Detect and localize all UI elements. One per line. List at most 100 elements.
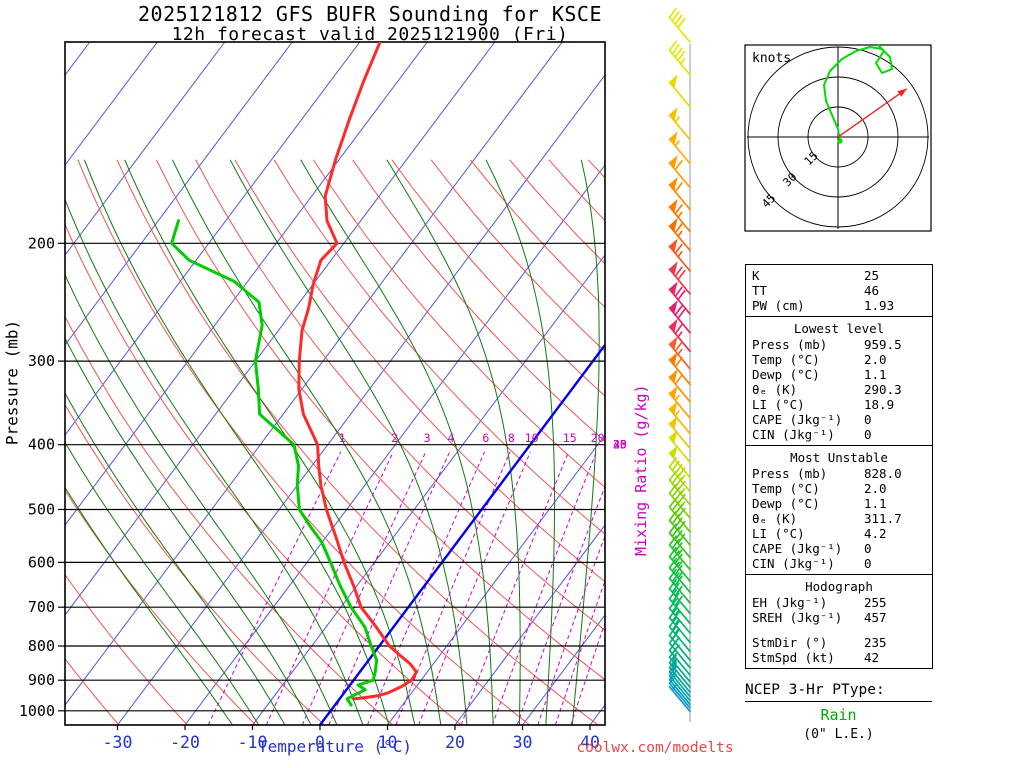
sounding-profiles [170, 42, 418, 707]
wind-barb [668, 243, 691, 272]
hodograph-stat-value: 457 [864, 610, 887, 625]
hodograph-trace-start-dot [837, 138, 843, 144]
wind-barb [668, 422, 691, 450]
isotherm-line [65, 42, 563, 706]
summary-row: PW (cm) 1.93 [746, 298, 932, 313]
temperature-tick-label: 0 [315, 733, 325, 752]
most-unstable-row: LI (°C) 4.2 [746, 526, 932, 541]
mixing-ratio-label: 30 [613, 438, 627, 452]
wind-barb [668, 374, 691, 403]
pressure-tick-label: 200 [28, 234, 55, 252]
most-unstable-value: 2.0 [864, 481, 887, 496]
most-unstable-value: 4.2 [864, 526, 887, 541]
isotherm-line [319, 344, 605, 725]
wind-barb [668, 323, 691, 353]
most-unstable-row: CAPE (Jkg⁻¹) 0 [746, 541, 932, 556]
mixing-ratio-line [418, 451, 531, 725]
lowest-level-section: Lowest level Press (mb) 959.5 Temp (°C) 2.0… [746, 316, 932, 445]
mixing-ratio-label: 35 [613, 438, 627, 452]
wind-barb [668, 204, 691, 233]
most-unstable-label: θₑ (K) [752, 511, 798, 526]
lowest-level-row: Press (mb) 959.5 [746, 337, 932, 352]
temperature-tick-label: -20 [170, 733, 200, 752]
lowest-level-title: Lowest level [793, 321, 885, 336]
wind-barb [668, 617, 691, 653]
mixing-ratio-label: 4 [448, 431, 455, 445]
most-unstable-label: CIN (Jkg⁻¹) [752, 556, 835, 571]
summary-label: K [752, 268, 760, 283]
lowest-level-label: Press (mb) [752, 337, 828, 352]
most-unstable-row: CIN (Jkg⁻¹) 0 [746, 556, 932, 571]
wind-barb [668, 598, 691, 634]
wind-barb [668, 408, 691, 435]
temperature-tick-label: 40 [580, 733, 600, 752]
wind-barb [668, 483, 691, 519]
dewpoint-curve [170, 219, 379, 707]
hodograph-trace [823, 44, 893, 142]
dry-adiabat-line [706, 160, 750, 725]
wind-barb [668, 436, 691, 464]
summary-label: PW (cm) [752, 298, 805, 313]
wind-barb [668, 470, 691, 506]
mixing-ratio-line [460, 451, 569, 725]
wind-barb [668, 114, 691, 141]
most-unstable-title: Most Unstable [790, 450, 888, 465]
pressure-axis-label: Pressure (mb) [2, 319, 22, 446]
isotherm-line [184, 164, 605, 725]
isotherm-line [589, 704, 605, 725]
summary-section: K 25 TT 46 PW (cm) 1.93 [746, 265, 932, 316]
most-unstable-row: θₑ (K) 311.7 [746, 511, 932, 526]
lowest-level-row: CAPE (Jkg⁻¹) 0 [746, 412, 932, 427]
dry-adiabat-line [667, 160, 750, 725]
pressure-tick-label: 700 [28, 598, 55, 616]
pressure-tick-label: 1000 [19, 702, 55, 720]
chart-title-line2: 12h forecast valid 2025121900 (Fri) [171, 24, 569, 45]
lowest-level-label: θₑ (K) [752, 382, 798, 397]
most-unstable-label: Temp (°C) [752, 481, 820, 496]
mixing-ratio-line [491, 451, 597, 725]
most-unstable-label: LI (°C) [752, 526, 805, 541]
hodograph-stats-section: Hodograph EH (Jkg⁻¹) 255 SREH (Jkg⁻¹) 457 S… [746, 574, 932, 668]
wind-barb [668, 182, 691, 211]
lowest-level-label: CIN (Jkg⁻¹) [752, 427, 835, 442]
mixing-ratio-label: 1 [339, 431, 346, 445]
hodograph-stat-row: StmSpd (kt) 42 [746, 650, 932, 665]
most-unstable-value: 0 [864, 541, 872, 556]
isotherm-line [454, 524, 605, 725]
wind-barb [668, 223, 691, 252]
hodograph-stat-label: StmDir (°) [752, 635, 828, 650]
skewt-diagram: 200 300 400 500 600 700 800 900 1000 -30 -20 -10 0 10… [19, 7, 750, 752]
most-unstable-label: CAPE (Jkg⁻¹) [752, 541, 843, 556]
zero-isotherm-line [319, 343, 605, 725]
storm-motion-vector [837, 88, 908, 138]
lowest-level-value: 18.9 [864, 397, 895, 412]
isotherm-line [252, 254, 605, 725]
wind-barb [668, 286, 691, 315]
temperature-tick-label: -30 [103, 733, 133, 752]
wind-barb [668, 457, 691, 493]
mixing-ratio-label: 6 [482, 431, 489, 445]
pressure-tick-label: 600 [28, 553, 55, 571]
lowest-level-row: CIN (Jkg⁻¹) 0 [746, 427, 932, 442]
most-unstable-label: Dewp (°C) [752, 496, 820, 511]
wind-barb [668, 647, 691, 683]
mixing-ratio-label: 10 [525, 431, 539, 445]
most-unstable-value: 1.1 [864, 496, 887, 511]
mixing-ratio-label: 2 [391, 431, 398, 445]
wind-barb [668, 589, 691, 625]
wind-barb [668, 40, 691, 76]
lowest-level-label: Temp (°C) [752, 352, 820, 367]
pressure-tick-label: 400 [28, 436, 55, 454]
lowest-level-value: 2.0 [864, 352, 887, 367]
hodograph-stats-gap [746, 625, 932, 635]
storm-motion-arrowhead [897, 88, 907, 97]
most-unstable-row: Temp (°C) 2.0 [746, 481, 932, 496]
mixing-ratio-label: 8 [508, 431, 515, 445]
isotherm-line [65, 42, 361, 436]
lowest-level-row: LI (°C) 18.9 [746, 397, 932, 412]
ptype-heading: NCEP 3-Hr PType: [745, 682, 932, 702]
mixing-ratio-label: 25 [613, 438, 627, 452]
mixing-ratio-line [366, 451, 485, 725]
